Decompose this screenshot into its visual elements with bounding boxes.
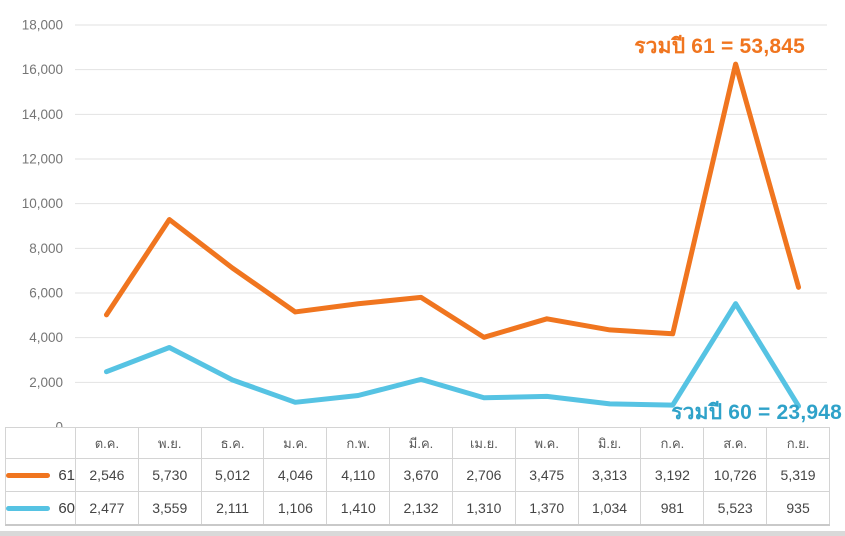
value-cell: 5,523	[703, 491, 768, 526]
month-header-cell: ก.ย.	[766, 427, 830, 459]
y-axis-tick-label: 16,000	[22, 62, 63, 77]
y-axis-tick-label: 2,000	[29, 375, 63, 390]
legend-label-60: 60	[58, 499, 75, 517]
value-cell: 2,546	[75, 458, 139, 492]
y-axis-tick-label: 10,000	[22, 196, 63, 211]
month-header-cell: เม.ย.	[451, 427, 516, 459]
value-cell: 2,132	[389, 491, 453, 526]
value-cell: 4,110	[326, 458, 391, 492]
value-cell: 3,670	[389, 458, 453, 492]
value-cell: 5,730	[137, 458, 202, 492]
value-cell: 2,706	[451, 458, 516, 492]
value-cell: 2,477	[75, 491, 139, 526]
value-cell: 1,310	[451, 491, 516, 526]
value-cell: 2,111	[200, 491, 265, 526]
table-row-60: 60 2,477 3,559 2,111 1,106 1,410 2,132 1,310 1,3…	[5, 491, 830, 526]
y-axis-tick-label: 6,000	[29, 286, 63, 301]
value-cell: 3,475	[514, 458, 579, 492]
value-cell: 981	[640, 491, 705, 526]
value-cell: 5,319	[766, 458, 830, 492]
y-axis-tick-label: 0	[55, 420, 63, 431]
legend-swatch-61	[6, 472, 50, 478]
table-corner-cell	[5, 427, 76, 459]
bottom-divider	[0, 531, 845, 536]
value-cell: 3,559	[137, 491, 202, 526]
value-cell: 1,034	[577, 491, 642, 526]
series-line-60	[103, 301, 802, 409]
value-cell: 3,192	[640, 458, 705, 492]
month-header-cell: ก.ค.	[640, 427, 705, 459]
value-cell: 1,370	[514, 491, 579, 526]
month-header-cell: ธ.ค.	[200, 427, 265, 459]
annotation-total-61: รวมปี 61 = 53,845	[634, 35, 805, 58]
legend-key-60: 60	[5, 491, 76, 526]
value-cell: 935	[766, 491, 830, 526]
y-axis-tick-label: 12,000	[22, 152, 63, 167]
value-cell: 5,012	[200, 458, 265, 492]
month-header-cell: มิ.ย.	[577, 427, 642, 459]
y-axis-tick-label: 14,000	[22, 107, 63, 122]
table-row-61: 61 2,546 5,730 5,012 4,046 4,110 3,670 2,706 3,4…	[5, 458, 830, 492]
month-header-cell: พ.ย.	[137, 427, 202, 459]
month-header-cell: มี.ค.	[389, 427, 453, 459]
month-header-cell: ม.ค.	[263, 427, 328, 459]
y-axis-tick-label: 4,000	[29, 330, 63, 345]
value-cell: 1,106	[263, 491, 328, 526]
legend-label-61: 61	[58, 466, 75, 484]
annotation-total-60: รวมปี 60 = 23,948	[671, 401, 842, 424]
month-header-cell: ต.ค.	[75, 427, 139, 459]
value-cell: 3,313	[577, 458, 642, 492]
series-line-61	[103, 61, 802, 340]
y-axis-tick-label: 18,000	[22, 18, 63, 33]
month-header-cell: ก.พ.	[326, 427, 391, 459]
value-cell: 10,726	[703, 458, 768, 492]
line-chart: 0 2,000 4,000 6,000 8,000 10,000 12,000 14,000 1…	[22, 18, 827, 431]
chart-data-table: ต.ค. พ.ย. ธ.ค. ม.ค. ก.พ. มี.ค. เม.ย. พ.ค. มิ.ย. ก…	[5, 427, 830, 526]
legend-key-61: 61	[5, 458, 76, 492]
month-header-cell: พ.ค.	[514, 427, 579, 459]
value-cell: 4,046	[263, 458, 328, 492]
month-header-cell: ส.ค.	[703, 427, 768, 459]
legend-swatch-60	[6, 505, 50, 511]
value-cell: 1,410	[326, 491, 391, 526]
y-axis-tick-label: 8,000	[29, 241, 63, 256]
